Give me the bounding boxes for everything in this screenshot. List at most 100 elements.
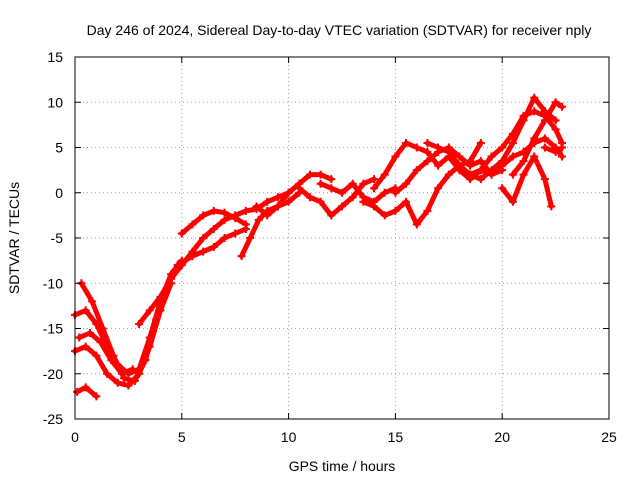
data-point [519, 170, 528, 179]
y-tick-label: -15 [43, 321, 63, 337]
data-point [508, 138, 517, 147]
data-point [113, 378, 122, 387]
y-tick-label: 15 [47, 49, 63, 65]
data-point [434, 161, 443, 170]
data-point [412, 166, 421, 175]
data-point [177, 229, 186, 238]
data-point [551, 98, 560, 107]
grid-lines [75, 57, 609, 419]
data-point [558, 143, 567, 152]
data-point [75, 333, 84, 342]
data-point [237, 252, 246, 261]
data-point [327, 175, 336, 184]
axis-ticks: 0 5 10 15 20 25 -25 -20 -15 -10 -5 0 5 10 15 [43, 49, 617, 445]
data-point [145, 342, 154, 351]
x-tick-label: 25 [601, 429, 617, 445]
data-point [530, 134, 539, 143]
data-point [391, 206, 400, 215]
data-point [81, 306, 90, 315]
data-point [359, 197, 368, 206]
data-point [540, 116, 549, 125]
data-point [508, 170, 517, 179]
data-point [254, 215, 263, 224]
data-point [476, 175, 485, 184]
data-point [540, 143, 549, 152]
y-tick-label: -10 [43, 275, 63, 291]
data-point [540, 175, 549, 184]
y-tick-label: 5 [55, 140, 63, 156]
data-point [85, 329, 94, 338]
data-point [551, 125, 560, 134]
data-point [103, 369, 112, 378]
data-point [558, 152, 567, 161]
data-point [316, 179, 325, 188]
data-point [466, 161, 475, 170]
y-axis-label: SDTVAR / TECUs [6, 182, 22, 294]
y-tick-label: 0 [55, 185, 63, 201]
data-point [73, 387, 82, 396]
data-point [135, 369, 144, 378]
data-point [177, 261, 186, 270]
data-point [391, 188, 400, 197]
data-point [519, 157, 528, 166]
data-point [107, 356, 116, 365]
data-point [412, 220, 421, 229]
data-point [380, 170, 389, 179]
data-point [273, 202, 282, 211]
data-point [370, 175, 379, 184]
data-point [81, 342, 90, 351]
data-point [284, 197, 293, 206]
y-tick-label: 10 [47, 94, 63, 110]
data-point [305, 170, 314, 179]
data-point [370, 202, 379, 211]
data-point [167, 274, 176, 283]
data-point [348, 179, 357, 188]
data-point [476, 157, 485, 166]
data-point [487, 152, 496, 161]
data-point [156, 306, 165, 315]
y-tick-label: -25 [43, 411, 63, 427]
data-point [96, 338, 105, 347]
data-point [263, 197, 272, 206]
data-point [498, 143, 507, 152]
data-point [231, 214, 240, 223]
data-point [519, 111, 528, 120]
data-point [547, 202, 556, 211]
series-sat-c [72, 280, 174, 388]
data-point [455, 152, 464, 161]
data-point [209, 243, 218, 252]
data-point [284, 188, 293, 197]
data-point [220, 215, 229, 224]
data-point [199, 247, 208, 256]
data-point [498, 157, 507, 166]
data-point [380, 188, 389, 197]
data-point [402, 138, 411, 147]
data-point [263, 211, 272, 220]
data-point [316, 170, 325, 179]
data-point [391, 152, 400, 161]
series-sat-a [72, 258, 185, 377]
data-point [476, 138, 485, 147]
data-point [423, 148, 432, 157]
series-sat-l [360, 140, 484, 227]
data-point [188, 220, 197, 229]
data-point [402, 197, 411, 206]
data-point [220, 208, 229, 217]
data-point [92, 351, 101, 360]
data-point [209, 206, 218, 215]
data-point [444, 170, 453, 179]
data-point [316, 197, 325, 206]
data-point [88, 297, 97, 306]
data-point [348, 193, 357, 202]
data-point [81, 383, 90, 392]
data-point [120, 374, 129, 383]
data-point [530, 93, 539, 102]
data-point [305, 193, 314, 202]
data-point [98, 324, 107, 333]
y-tick-label: -20 [43, 366, 63, 382]
data-point [252, 202, 261, 211]
data-point [327, 184, 336, 193]
data-point [508, 197, 517, 206]
data-point [508, 152, 517, 161]
